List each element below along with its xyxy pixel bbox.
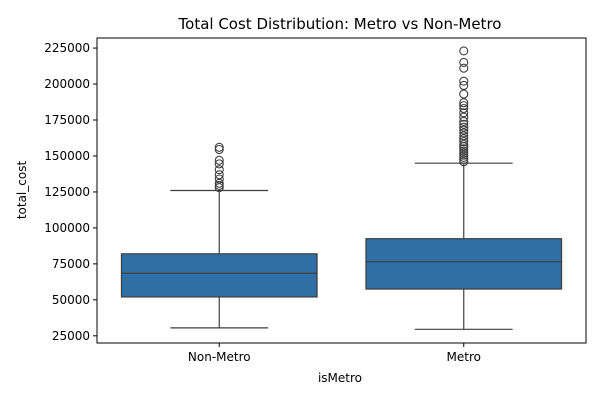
outlier-point: [214, 174, 224, 184]
y-tick-label: 200000: [44, 77, 90, 91]
box-group-non-metro: [120, 142, 318, 329]
outlier-point: [459, 76, 469, 86]
outlier-point: [459, 116, 469, 126]
outlier-point: [459, 112, 469, 122]
y-tick-label: 150000: [44, 149, 90, 163]
outlier-point: [459, 89, 469, 99]
box-group-metro: [365, 46, 563, 330]
outlier-point: [214, 165, 224, 175]
axis-ticks: 25000 50000 75000 100000 125000 150000 175000 2…: [44, 41, 481, 364]
outlier-point: [459, 103, 469, 114]
outlier-point: [459, 134, 469, 144]
outlier-point: [459, 125, 469, 135]
outlier-point: [459, 57, 469, 68]
outlier-point: [459, 98, 469, 108]
outlier-point: [214, 155, 224, 165]
chart-title: Total Cost Distribution: Metro vs Non-Me…: [178, 15, 502, 33]
outlier-point: [459, 46, 469, 56]
outlier-point: [214, 170, 224, 180]
y-tick-label: 175000: [44, 113, 90, 127]
y-tick-label: 50000: [52, 293, 90, 307]
outlier-point: [459, 80, 469, 91]
outlier-point: [459, 131, 469, 141]
outlier-point: [459, 101, 469, 111]
y-tick-label: 100000: [44, 221, 90, 235]
outlier-point: [459, 122, 469, 132]
iqr-box: [365, 238, 563, 290]
outlier-point: [214, 178, 224, 188]
y-axis-label: total_cost: [15, 161, 29, 220]
iqr-box: [120, 253, 318, 298]
outlier-point: [214, 142, 224, 152]
y-tick-label: 225000: [44, 41, 90, 55]
y-tick-label: 25000: [52, 329, 90, 343]
outlier-point: [214, 159, 224, 169]
outlier-point: [459, 128, 469, 138]
x-tick-label: Metro: [447, 350, 481, 364]
chart-marks: [120, 46, 563, 330]
outlier-point: [459, 137, 469, 147]
x-tick-label: Non-Metro: [188, 350, 251, 364]
outlier-point: [459, 108, 469, 118]
outlier-point: [459, 119, 469, 129]
y-tick-label: 125000: [44, 185, 90, 199]
outlier-point: [459, 63, 469, 73]
x-axis-label: isMetro: [318, 371, 362, 385]
y-tick-label: 75000: [52, 257, 90, 271]
outlier-point: [459, 139, 469, 150]
